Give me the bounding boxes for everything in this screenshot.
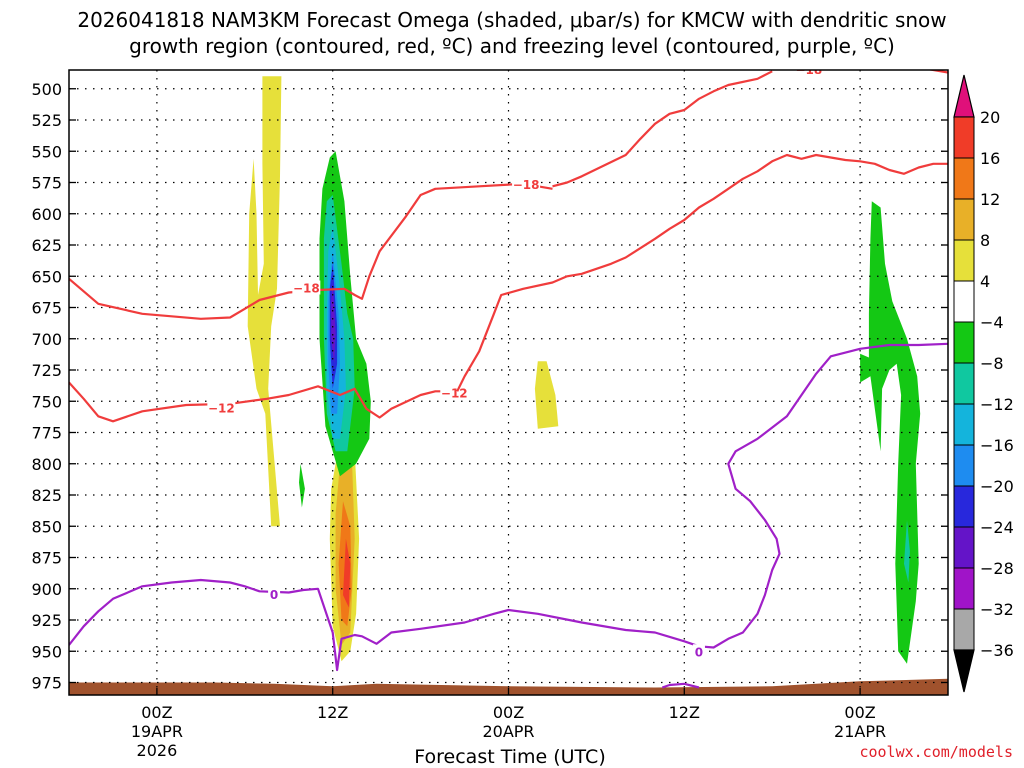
- x-tick-label-time: 12Z: [669, 703, 700, 722]
- colorbar-swatch: [953, 608, 975, 651]
- colorbar-swatch: [953, 198, 975, 241]
- colorbar-label: 4: [980, 272, 990, 291]
- colorbar-label: 16: [980, 149, 1000, 168]
- y-tick-label: 775: [31, 424, 62, 443]
- colorbar-label: −4: [980, 313, 1004, 332]
- grid-lines: [69, 70, 948, 695]
- y-tick-label: 725: [31, 361, 62, 380]
- y-tick-label: 625: [31, 236, 62, 255]
- credit-text: coolwx.com/models: [859, 743, 1013, 761]
- y-tick-label: 750: [31, 392, 62, 411]
- colorbar-swatch: [953, 403, 975, 446]
- colorbar: 20 16 12 8 4 −4 −8 −12 −16 −20 −24 −28 −32 −36: [953, 74, 1014, 693]
- colorbar-swatch: [953, 567, 975, 610]
- x-tick-label-time: 12Z: [317, 703, 348, 722]
- dgz-contour-line: [69, 182, 553, 320]
- dgz-contour-label-bg: [207, 400, 236, 415]
- colorbar-label: −36: [980, 641, 1014, 660]
- y-tick-label: 700: [31, 330, 62, 349]
- omega-region: [247, 76, 282, 527]
- colorbar-swatch: [953, 321, 975, 364]
- y-tick-label: 575: [31, 174, 62, 193]
- y-tick-label: 675: [31, 299, 62, 318]
- omega-region: [904, 520, 910, 583]
- freezing-level-contour-line: [661, 682, 700, 689]
- y-tick-label: 925: [31, 611, 62, 630]
- chart-title-line-2: growth region (contoured, red, ºC) and f…: [129, 34, 895, 58]
- x-tick-label-date: 19APR: [131, 722, 183, 741]
- y-tick-label: 875: [31, 549, 62, 568]
- freezing-level-contour-label: 0: [270, 588, 278, 602]
- y-tick-label: 950: [31, 642, 62, 661]
- freezing-level-contour-label-bg: [268, 586, 281, 601]
- y-tick-label: 900: [31, 580, 62, 599]
- colorbar-label: 8: [980, 231, 990, 250]
- colorbar-swatch: [953, 157, 975, 200]
- colorbar-swatch: [953, 444, 975, 487]
- dgz-contour-label-bg: [794, 70, 823, 76]
- freezing-level-contour-line: [69, 342, 948, 672]
- x-tick-label-date: 20APR: [482, 722, 534, 741]
- axes: [68, 69, 949, 696]
- colorbar-swatch: [953, 239, 975, 282]
- y-tick-label: 800: [31, 455, 62, 474]
- colorbar-label: −20: [980, 477, 1014, 496]
- omega-region: [299, 463, 305, 508]
- y-tick-label: 850: [31, 517, 62, 536]
- x-tick-label-time: 00Z: [141, 703, 172, 722]
- x-axis-label: Forecast Time (UTC): [414, 746, 605, 768]
- dgz-contour-label: −18: [795, 63, 822, 77]
- colorbar-swatch: [953, 526, 975, 569]
- x-tick-label-time: 00Z: [844, 703, 875, 722]
- dgz-contour-line: [69, 381, 458, 423]
- colorbar-label: −32: [980, 600, 1014, 619]
- dgz-contour-label: −18: [513, 178, 540, 192]
- y-tick-label: 550: [31, 142, 62, 161]
- freezing-level-contour-label: 0: [695, 645, 703, 659]
- colorbar-label: −8: [980, 354, 1004, 373]
- y-tick-label: 500: [31, 80, 62, 99]
- omega-region: [534, 361, 559, 429]
- dgz-contour-label: −18: [293, 282, 320, 296]
- omega-region: [343, 538, 351, 608]
- colorbar-label: −16: [980, 436, 1014, 455]
- x-tick-label-year: 2026: [137, 741, 178, 760]
- colorbar-label: −12: [980, 395, 1014, 414]
- colorbar-swatch: [953, 116, 975, 159]
- dgz-contour-line: [552, 70, 773, 188]
- dgz-contour-label-bg: [292, 280, 321, 295]
- contour-lines: −12 −12 −18 −18 −18 0 0: [69, 63, 948, 689]
- dgz-contour-line: [456, 153, 948, 392]
- colorbar-swatch: [953, 362, 975, 405]
- x-tick-label-date: 21APR: [834, 722, 886, 741]
- colorbar-label: 12: [980, 190, 1000, 209]
- y-tick-label: 650: [31, 267, 62, 286]
- dgz-contour-label-bg: [440, 385, 469, 400]
- colorbar-bottom-triangle: [953, 649, 975, 693]
- y-tick-label: 975: [31, 674, 62, 693]
- colorbar-top-triangle: [953, 74, 975, 118]
- dgz-contour-label: −12: [208, 402, 235, 416]
- freezing-level-contour-label-bg: [692, 644, 705, 659]
- x-tick-label-time: 00Z: [493, 703, 524, 722]
- colorbar-label: −24: [980, 518, 1014, 537]
- y-tick-label: 525: [31, 111, 62, 130]
- y-tick-label: 600: [31, 205, 62, 224]
- chart-title-line-1: 2026041818 NAM3KM Forecast Omega (shaded…: [77, 8, 946, 32]
- colorbar-label: 20: [980, 108, 1000, 127]
- dgz-contour-label-bg: [512, 176, 541, 191]
- colorbar-swatch: [953, 485, 975, 528]
- dgz-contour-label: −12: [441, 387, 468, 401]
- tick-labels: 500 525 550 575 600 625 650 675 700 725 750 775 800 8…: [31, 80, 886, 760]
- colorbar-swatch: [953, 280, 975, 323]
- colorbar-label: −28: [980, 559, 1014, 578]
- y-tick-label: 825: [31, 486, 62, 505]
